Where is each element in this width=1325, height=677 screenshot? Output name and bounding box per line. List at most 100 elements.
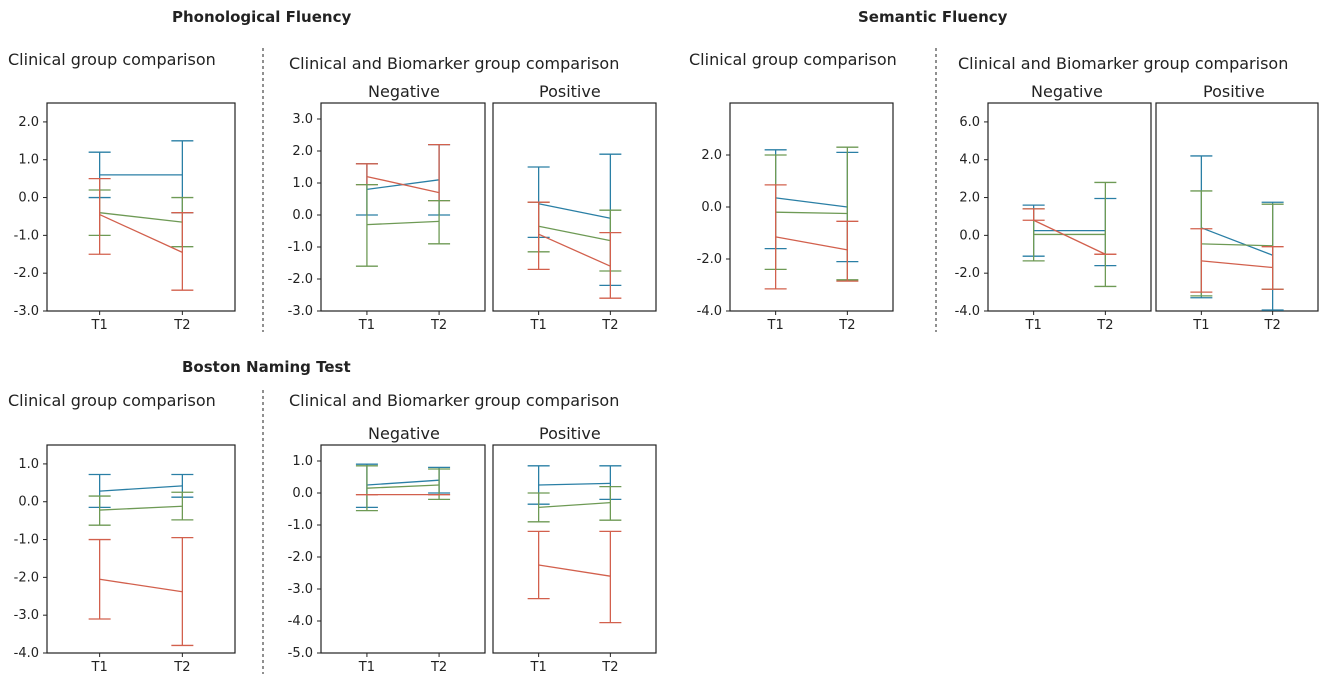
boston-biomarker-subtitle: Clinical and Biomarker group comparison (289, 391, 620, 410)
boston-positive-xtick-label: T2 (601, 660, 618, 675)
phonological-clinical-ytick-label: 2.0 (18, 115, 39, 130)
boston-negative-xtick-label: T2 (430, 660, 447, 675)
semantic-negative-ytick-label: 6.0 (959, 115, 980, 130)
phonological-negative-xtick-label: T2 (430, 318, 447, 333)
semantic-positive-red-mean-line (1201, 260, 1273, 269)
phonological-negative-label: Negative (368, 82, 440, 101)
semantic-clinical-green-mean-line (775, 211, 848, 215)
boston-negative-green-mean-line (366, 484, 440, 489)
phonological-negative-ytick-label: 0.0 (292, 208, 313, 223)
section-title-semantic: Semantic Fluency (858, 8, 1008, 26)
phonological-positive-xtick-label: T1 (530, 318, 547, 333)
phonological-biomarker-subtitle: Clinical and Biomarker group comparison (289, 54, 620, 73)
phonological-clinical-xtick-label: T2 (173, 318, 190, 333)
semantic-clinical-ytick-label: -2.0 (697, 252, 722, 267)
boston-negative-ytick-label: -3.0 (288, 582, 313, 597)
boston-negative-frame (320, 444, 486, 654)
boston-clinical-xtick-label: T2 (173, 660, 190, 675)
phonological-clinical-red-mean-line (99, 213, 183, 253)
boston-negative-ytick-label: -1.0 (288, 518, 313, 533)
phonological-positive-frame (492, 102, 657, 312)
semantic-clinical-blue-mean-line (775, 197, 848, 208)
boston-positive-green-mean-line (538, 501, 611, 509)
boston-clinical-ytick-label: -3.0 (14, 608, 39, 623)
semantic-clinical-ytick-label: 2.0 (701, 148, 722, 163)
semantic-clinical-xtick-label: T2 (838, 318, 855, 333)
semantic-clinical-ytick-label: -4.0 (697, 304, 722, 319)
phonological-positive-green-mean-line (538, 225, 611, 242)
boston-negative-ytick-label: -5.0 (288, 646, 313, 661)
semantic-positive-blue-mean-line (1201, 227, 1273, 256)
semantic-clinical-red-mean-line (775, 236, 848, 251)
section-title-phonological: Phonological Fluency (172, 8, 352, 26)
semantic-negative-label: Negative (1031, 82, 1103, 101)
boston-positive-red-mean-line (538, 564, 611, 577)
semantic-negative-ytick-label: 4.0 (959, 153, 980, 168)
boston-clinical-green-mean-line (99, 505, 183, 511)
semantic-clinical-xtick-label: T1 (767, 318, 784, 333)
semantic-positive-green-mean-line (1201, 243, 1273, 247)
boston-negative-xtick-label: T1 (358, 660, 375, 675)
semantic-negative-ytick-label: 0.0 (959, 228, 980, 243)
phonological-clinical-green-mean-line (99, 212, 183, 223)
boston-negative-blue-mean-line (366, 479, 440, 486)
boston-clinical-red-mean-line (99, 578, 183, 593)
phonological-positive-red-mean-line (538, 233, 611, 267)
boston-negative-ytick-label: -2.0 (288, 550, 313, 565)
phonological-clinical-ytick-label: -2.0 (14, 266, 39, 281)
phonological-negative-ytick-label: -3.0 (288, 304, 313, 319)
phonological-positive-xtick-label: T2 (601, 318, 618, 333)
boston-clinical-subtitle: Clinical group comparison (8, 391, 216, 410)
phonological-clinical-ytick-label: 0.0 (18, 191, 39, 206)
semantic-negative-ytick-label: -4.0 (955, 304, 980, 319)
semantic-negative-frame (987, 102, 1152, 312)
boston-positive-xtick-label: T1 (530, 660, 547, 675)
boston-clinical-xtick-label: T1 (91, 660, 108, 675)
semantic-clinical-ytick-label: 0.0 (701, 200, 722, 215)
phonological-negative-ytick-label: -1.0 (288, 240, 313, 255)
boston-clinical-ytick-label: -1.0 (14, 533, 39, 548)
semantic-positive-xtick-label: T1 (1192, 318, 1209, 333)
section-title-boston: Boston Naming Test (182, 358, 351, 376)
semantic-negative-xtick-label: T1 (1025, 318, 1042, 333)
boston-clinical-ytick-label: -2.0 (14, 570, 39, 585)
semantic-positive-xtick-label: T2 (1264, 318, 1281, 333)
semantic-negative-ytick-label: -2.0 (955, 266, 980, 281)
phonological-clinical-ytick-label: -3.0 (14, 304, 39, 319)
boston-negative-ytick-label: 1.0 (292, 454, 313, 469)
semantic-biomarker-subtitle: Clinical and Biomarker group comparison (958, 54, 1289, 73)
semantic-negative-ytick-label: 2.0 (959, 191, 980, 206)
boston-clinical-blue-mean-line (99, 485, 183, 492)
semantic-positive-frame (1155, 102, 1319, 312)
boston-negative-ytick-label: -4.0 (288, 614, 313, 629)
boston-clinical-ytick-label: 1.0 (18, 457, 39, 472)
phonological-clinical-xtick-label: T1 (91, 318, 108, 333)
phonological-negative-ytick-label: 2.0 (292, 144, 313, 159)
boston-clinical-frame (46, 444, 236, 654)
phonological-clinical-frame (46, 102, 236, 312)
phonological-clinical-subtitle: Clinical group comparison (8, 50, 216, 69)
semantic-clinical-frame (729, 102, 894, 312)
phonological-negative-frame (320, 102, 486, 312)
phonological-negative-green-mean-line (366, 220, 440, 226)
phonological-clinical-ytick-label: -1.0 (14, 228, 39, 243)
phonological-negative-xtick-label: T1 (358, 318, 375, 333)
semantic-positive-label: Positive (1203, 82, 1265, 101)
boston-clinical-ytick-label: -4.0 (14, 646, 39, 661)
boston-negative-label: Negative (368, 424, 440, 443)
semantic-negative-red-mean-line (1033, 219, 1106, 255)
phonological-negative-ytick-label: 1.0 (292, 176, 313, 191)
phonological-positive-blue-mean-line (538, 203, 611, 219)
phonological-clinical-ytick-label: 1.0 (18, 153, 39, 168)
phonological-negative-ytick-label: 3.0 (292, 112, 313, 127)
boston-negative-ytick-label: 0.0 (292, 486, 313, 501)
phonological-negative-red-mean-line (366, 175, 440, 194)
phonological-positive-label: Positive (539, 82, 601, 101)
semantic-clinical-subtitle: Clinical group comparison (689, 50, 897, 69)
semantic-negative-xtick-label: T2 (1096, 318, 1113, 333)
boston-positive-blue-mean-line (538, 482, 611, 486)
boston-clinical-ytick-label: 0.0 (18, 495, 39, 510)
boston-positive-frame (492, 444, 657, 654)
boston-positive-label: Positive (539, 424, 601, 443)
